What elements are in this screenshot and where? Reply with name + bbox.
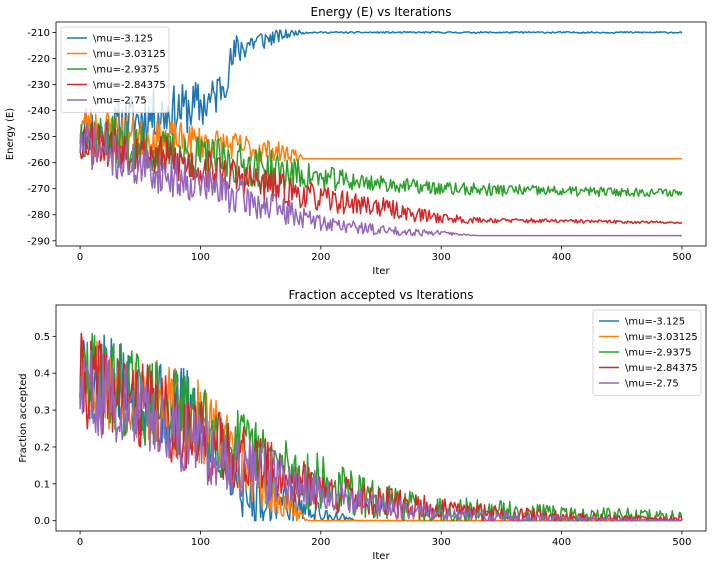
chart-0: Energy (E) vs Iterations 0 100 200 300 400 500… xyxy=(5,5,707,277)
series-line-2 xyxy=(79,332,683,522)
x-tick-label: 200 xyxy=(311,252,330,263)
y-tick-label: -210 xyxy=(27,28,50,39)
x-tick-label: 200 xyxy=(311,537,330,548)
y-tick-label: 0.0 xyxy=(34,516,50,527)
x-tick-label: 300 xyxy=(432,252,451,263)
legend-label-3: \mu=-2.84375 xyxy=(93,80,166,91)
series-line-1 xyxy=(79,106,682,164)
y-axis-label: Energy (E) xyxy=(5,108,16,160)
legend-label-4: \mu=-2.75 xyxy=(625,379,679,390)
legend-box xyxy=(592,309,702,396)
y-tick-label: 0.4 xyxy=(34,369,50,380)
x-tick-label: 100 xyxy=(191,537,210,548)
series-line-4 xyxy=(79,123,682,237)
y-tick-label: -270 xyxy=(27,184,50,195)
legend-label-2: \mu=-2.9375 xyxy=(93,65,159,76)
plot-area xyxy=(79,332,683,522)
y-axis-label: Fraction accepted xyxy=(18,373,29,462)
x-tick-label: 400 xyxy=(552,537,571,548)
x-axis-label: Iter xyxy=(372,266,390,277)
y-tick-label: -290 xyxy=(27,236,50,247)
y-tick-label: -230 xyxy=(27,80,50,91)
y-tick-label: -280 xyxy=(27,210,50,221)
legend-label-1: \mu=-3.03125 xyxy=(625,332,698,343)
y-tick-label: 0.3 xyxy=(34,406,50,417)
legend-label-2: \mu=-2.9375 xyxy=(625,348,691,359)
y-tick-label: 0.2 xyxy=(34,442,50,453)
y-tick-label: 0.1 xyxy=(34,479,50,490)
legend: \mu=-3.125 \mu=-3.03125 \mu=-2.9375 \mu=-2.… xyxy=(60,26,170,113)
x-tick-label: 0 xyxy=(77,537,83,548)
series-line-4 xyxy=(79,349,682,522)
y-tick-label: -220 xyxy=(27,54,50,65)
chart-1: Fraction accepted vs Iterations 0 100 200 30… xyxy=(18,288,707,562)
series-line-2 xyxy=(79,115,683,198)
legend-label-3: \mu=-2.84375 xyxy=(625,363,698,374)
y-tick-label: -240 xyxy=(27,106,50,117)
x-tick-label: 100 xyxy=(191,252,210,263)
legend-label-4: \mu=-2.75 xyxy=(93,96,147,107)
x-tick-label: 0 xyxy=(77,252,83,263)
legend: \mu=-3.125 \mu=-3.03125 \mu=-2.9375 \mu=-2.… xyxy=(592,309,702,396)
series-line-0 xyxy=(79,29,683,160)
x-tick-label: 500 xyxy=(672,252,691,263)
legend-label-1: \mu=-3.03125 xyxy=(93,49,166,60)
chart-title: Fraction accepted vs Iterations xyxy=(288,288,473,302)
legend-box xyxy=(60,26,170,113)
axes-frame xyxy=(55,21,707,247)
legend-label-0: \mu=-3.125 xyxy=(93,34,153,45)
chart-title: Energy (E) vs Iterations xyxy=(311,5,452,19)
legend-label-0: \mu=-3.125 xyxy=(625,317,685,328)
y-tick-label: -260 xyxy=(27,158,50,169)
x-axis-label: Iter xyxy=(372,551,390,562)
axes-frame xyxy=(55,304,707,532)
series-line-3 xyxy=(79,121,683,225)
x-tick-label: 300 xyxy=(432,537,451,548)
y-tick-label: -250 xyxy=(27,132,50,143)
plot-area xyxy=(79,29,683,237)
x-tick-label: 400 xyxy=(552,252,571,263)
x-tick-label: 500 xyxy=(672,537,691,548)
y-tick-label: 0.5 xyxy=(34,332,50,343)
